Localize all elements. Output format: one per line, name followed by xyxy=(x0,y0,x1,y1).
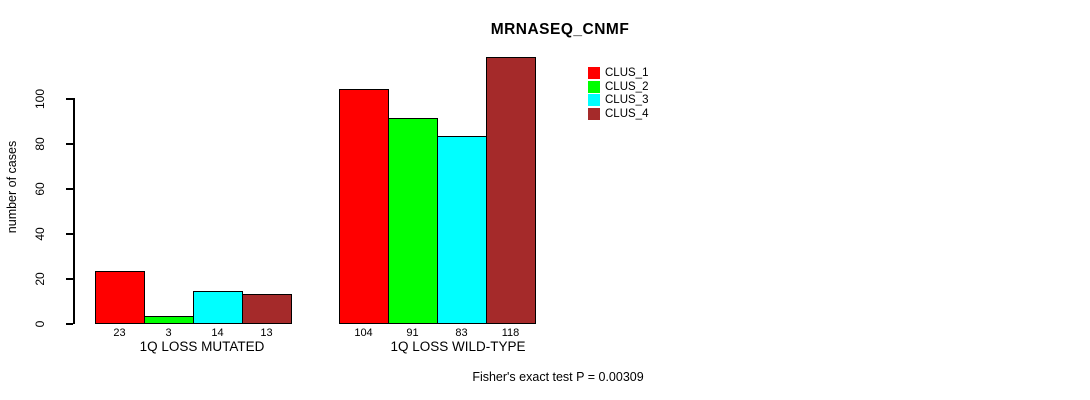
y-tick xyxy=(66,143,73,145)
legend-swatch-clus_1 xyxy=(588,67,600,79)
chart-title: MRNASEQ_CNMF xyxy=(490,21,630,38)
y-tick-label: 20 xyxy=(33,272,47,286)
y-tick xyxy=(66,278,73,280)
bar-clus_3-mutated xyxy=(193,291,243,324)
legend-swatch-clus_2 xyxy=(588,80,600,93)
fisher-test-annotation: Fisher's exact test P = 0.00309 xyxy=(472,370,644,384)
legend-label: CLUS_1 xyxy=(605,67,649,79)
bar-value-label: 14 xyxy=(211,327,224,339)
bar-value-label: 83 xyxy=(455,327,468,339)
bar-clus_2-mutated xyxy=(144,316,194,324)
x-category-label: 1Q LOSS WILD-TYPE xyxy=(390,339,526,354)
bar-value-label: 91 xyxy=(406,327,419,339)
bar-value-label: 118 xyxy=(501,327,520,339)
bar-clus_4-mutated xyxy=(242,294,292,324)
y-tick xyxy=(66,323,73,325)
bar-value-label: 13 xyxy=(260,327,273,339)
y-tick xyxy=(66,98,73,100)
legend-label: CLUS_4 xyxy=(605,108,649,121)
bar-clus_1-mutated xyxy=(95,271,145,324)
bar-value-label: 23 xyxy=(113,327,126,339)
y-tick-label: 40 xyxy=(33,227,47,241)
bar-clus_3-wildtype xyxy=(437,136,487,324)
y-tick xyxy=(66,188,73,190)
y-tick xyxy=(66,233,73,235)
bar-value-label: 3 xyxy=(165,327,172,339)
y-tick-label: 80 xyxy=(33,137,47,151)
y-tick-label: 0 xyxy=(33,320,47,328)
bar-clus_2-wildtype xyxy=(388,118,438,324)
y-axis-line xyxy=(73,98,75,324)
bar-clus_4-wildtype xyxy=(486,57,536,324)
bar-value-label: 104 xyxy=(354,327,373,339)
x-category-label: 1Q LOSS MUTATED xyxy=(139,339,265,354)
bar-clus_1-wildtype xyxy=(339,89,389,324)
legend-label: CLUS_2 xyxy=(605,80,649,93)
legend-swatch-clus_4 xyxy=(588,108,600,121)
y-tick-label: 100 xyxy=(33,88,47,110)
legend-swatch-clus_3 xyxy=(588,94,600,107)
y-axis-title: number of cases xyxy=(5,140,19,234)
legend-label: CLUS_3 xyxy=(605,94,649,107)
y-tick-label: 60 xyxy=(33,182,47,196)
